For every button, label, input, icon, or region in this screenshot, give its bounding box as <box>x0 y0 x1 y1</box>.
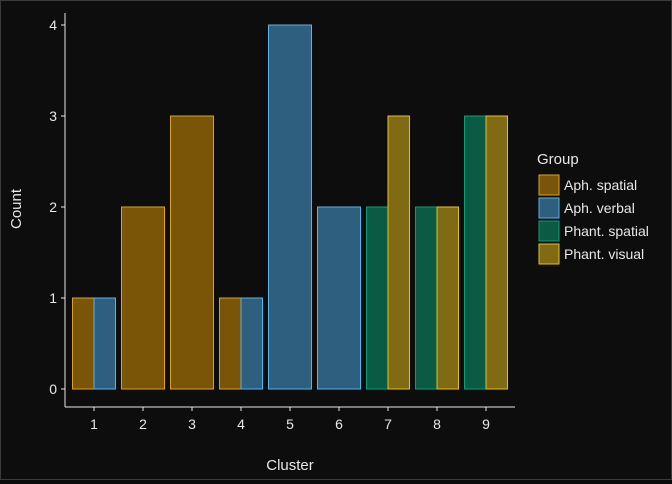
x-tick-label: 9 <box>482 416 490 432</box>
x-tick-label: 8 <box>433 416 441 432</box>
x-tick-label: 3 <box>188 416 196 432</box>
x-axis-label: Cluster <box>266 457 314 474</box>
legend-swatch <box>538 220 560 242</box>
y-tick-label: 4 <box>49 17 57 33</box>
bar-cluster-7-phant-spatial <box>366 206 389 390</box>
legend-swatch <box>538 197 560 219</box>
bar-cluster-9-phant-visual <box>485 115 508 390</box>
legend-label: Aph. verbal <box>564 200 635 216</box>
bar-cluster-8-phant-visual <box>436 206 459 390</box>
legend-label: Phant. visual <box>564 246 644 262</box>
bar-cluster-8-phant-spatial <box>415 206 438 390</box>
x-tick-label: 5 <box>286 416 294 432</box>
x-tick-label: 4 <box>237 416 245 432</box>
x-tick-label: 7 <box>384 416 392 432</box>
x-tick-label: 6 <box>335 416 343 432</box>
bar-cluster-1-aph-verbal <box>93 297 116 390</box>
bar-cluster-6-aph-verbal <box>317 206 361 390</box>
x-ticks-group: 1 2 3 4 5 6 7 8 9 <box>90 407 490 432</box>
y-tick-label: 3 <box>49 108 57 124</box>
legend-title: Group <box>537 151 579 168</box>
y-tick-label: 0 <box>49 381 57 397</box>
y-ticks-group: 0 1 2 3 4 <box>49 17 65 397</box>
bar-cluster-5-aph-verbal <box>268 24 312 390</box>
legend-label: Aph. spatial <box>564 177 637 193</box>
y-axis-label: Count <box>8 188 25 229</box>
legend-label: Phant. spatial <box>564 223 649 239</box>
legend-swatch <box>538 174 560 196</box>
bar-cluster-9-phant-spatial <box>464 115 487 390</box>
bar-cluster-3-aph-spatial <box>170 115 214 390</box>
bar-cluster-1-aph-spatial <box>72 297 95 390</box>
legend-swatch <box>538 243 560 265</box>
x-tick-label: 2 <box>139 416 147 432</box>
legend: Group Aph. spatial Aph. verbal Phant. spat… <box>537 151 649 265</box>
x-tick-label: 1 <box>90 416 98 432</box>
bar-cluster-4-aph-spatial <box>219 297 242 390</box>
y-tick-label: 2 <box>49 199 57 215</box>
bar-cluster-2-aph-spatial <box>121 206 165 390</box>
bar-cluster-7-phant-visual <box>387 115 410 390</box>
bars-group <box>72 24 508 390</box>
y-tick-label: 1 <box>49 290 57 306</box>
bar-cluster-4-aph-verbal <box>240 297 263 390</box>
